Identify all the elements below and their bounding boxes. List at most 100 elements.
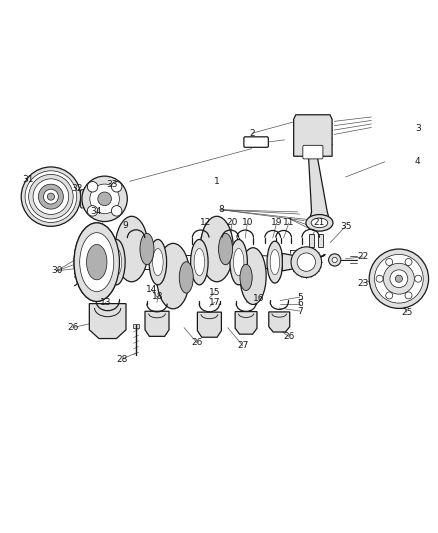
Text: 1: 1: [214, 177, 220, 186]
Text: 14: 14: [146, 285, 157, 294]
Circle shape: [82, 176, 127, 222]
Text: 22: 22: [357, 253, 369, 261]
Circle shape: [43, 189, 58, 204]
Text: 4: 4: [415, 157, 420, 166]
Text: 23: 23: [357, 279, 369, 288]
Ellipse shape: [191, 239, 208, 285]
Circle shape: [98, 192, 111, 206]
Text: 10: 10: [242, 219, 253, 228]
Text: 25: 25: [401, 308, 413, 317]
Polygon shape: [89, 304, 126, 338]
Text: 35: 35: [340, 222, 351, 231]
Ellipse shape: [306, 215, 333, 231]
Circle shape: [386, 292, 393, 299]
Text: 8: 8: [218, 205, 224, 214]
Ellipse shape: [219, 233, 233, 265]
Text: 11: 11: [283, 219, 295, 228]
Text: 26: 26: [67, 323, 78, 332]
Ellipse shape: [80, 233, 114, 292]
Ellipse shape: [240, 248, 266, 304]
Ellipse shape: [156, 244, 190, 309]
Circle shape: [21, 167, 81, 227]
Polygon shape: [308, 156, 330, 223]
Circle shape: [374, 254, 423, 303]
Text: 27: 27: [237, 342, 249, 351]
FancyBboxPatch shape: [81, 190, 94, 208]
Circle shape: [39, 184, 64, 209]
Polygon shape: [145, 311, 169, 336]
Polygon shape: [283, 253, 306, 271]
Polygon shape: [235, 312, 257, 334]
Ellipse shape: [111, 248, 122, 276]
Circle shape: [80, 259, 87, 265]
Text: 21: 21: [314, 219, 325, 228]
Ellipse shape: [311, 218, 328, 228]
Circle shape: [47, 193, 54, 200]
Ellipse shape: [152, 248, 163, 276]
Text: 17: 17: [209, 298, 220, 307]
Ellipse shape: [87, 245, 107, 280]
Circle shape: [25, 171, 77, 222]
Text: 2: 2: [249, 129, 254, 138]
Ellipse shape: [108, 239, 125, 285]
Ellipse shape: [140, 233, 154, 265]
Text: 9: 9: [122, 221, 128, 230]
Polygon shape: [269, 312, 290, 332]
Circle shape: [376, 275, 383, 282]
Ellipse shape: [115, 216, 148, 282]
Circle shape: [396, 275, 403, 282]
Circle shape: [111, 182, 122, 192]
Circle shape: [415, 275, 422, 282]
Text: 18: 18: [152, 292, 164, 301]
Circle shape: [386, 259, 393, 265]
Text: 26: 26: [191, 338, 203, 348]
Text: 26: 26: [283, 332, 294, 341]
Circle shape: [100, 239, 107, 246]
Ellipse shape: [240, 264, 252, 290]
Text: 5: 5: [297, 293, 303, 302]
Text: 20: 20: [226, 219, 238, 228]
Ellipse shape: [87, 245, 107, 280]
Circle shape: [111, 206, 122, 216]
Text: 12: 12: [200, 219, 212, 228]
Circle shape: [405, 292, 412, 299]
Polygon shape: [293, 115, 332, 156]
Text: 30: 30: [51, 266, 62, 276]
Circle shape: [291, 247, 321, 277]
Text: 16: 16: [254, 294, 265, 303]
Ellipse shape: [267, 241, 283, 283]
Ellipse shape: [230, 239, 247, 285]
Ellipse shape: [270, 249, 279, 274]
Text: 6: 6: [297, 299, 303, 308]
Circle shape: [33, 179, 69, 214]
Text: 28: 28: [117, 354, 128, 364]
Circle shape: [328, 254, 341, 266]
Circle shape: [405, 259, 412, 265]
Circle shape: [383, 263, 414, 294]
Circle shape: [369, 249, 428, 309]
Circle shape: [332, 257, 337, 263]
Ellipse shape: [233, 248, 244, 276]
Polygon shape: [309, 234, 314, 247]
Text: 34: 34: [90, 207, 102, 216]
Ellipse shape: [179, 262, 193, 293]
Ellipse shape: [200, 216, 233, 282]
Circle shape: [100, 278, 107, 285]
Circle shape: [87, 182, 98, 192]
Polygon shape: [198, 312, 221, 337]
Ellipse shape: [74, 223, 120, 302]
Text: 15: 15: [209, 288, 220, 297]
Text: 13: 13: [100, 298, 111, 307]
Text: 31: 31: [22, 175, 34, 184]
Ellipse shape: [74, 223, 120, 302]
Ellipse shape: [149, 239, 166, 285]
Text: 19: 19: [271, 219, 283, 228]
FancyBboxPatch shape: [303, 146, 323, 159]
Circle shape: [390, 270, 408, 288]
Text: 32: 32: [71, 184, 83, 193]
Circle shape: [28, 174, 73, 219]
Bar: [133, 324, 139, 328]
Text: 7: 7: [297, 306, 303, 316]
Ellipse shape: [80, 233, 114, 292]
FancyBboxPatch shape: [244, 137, 268, 147]
